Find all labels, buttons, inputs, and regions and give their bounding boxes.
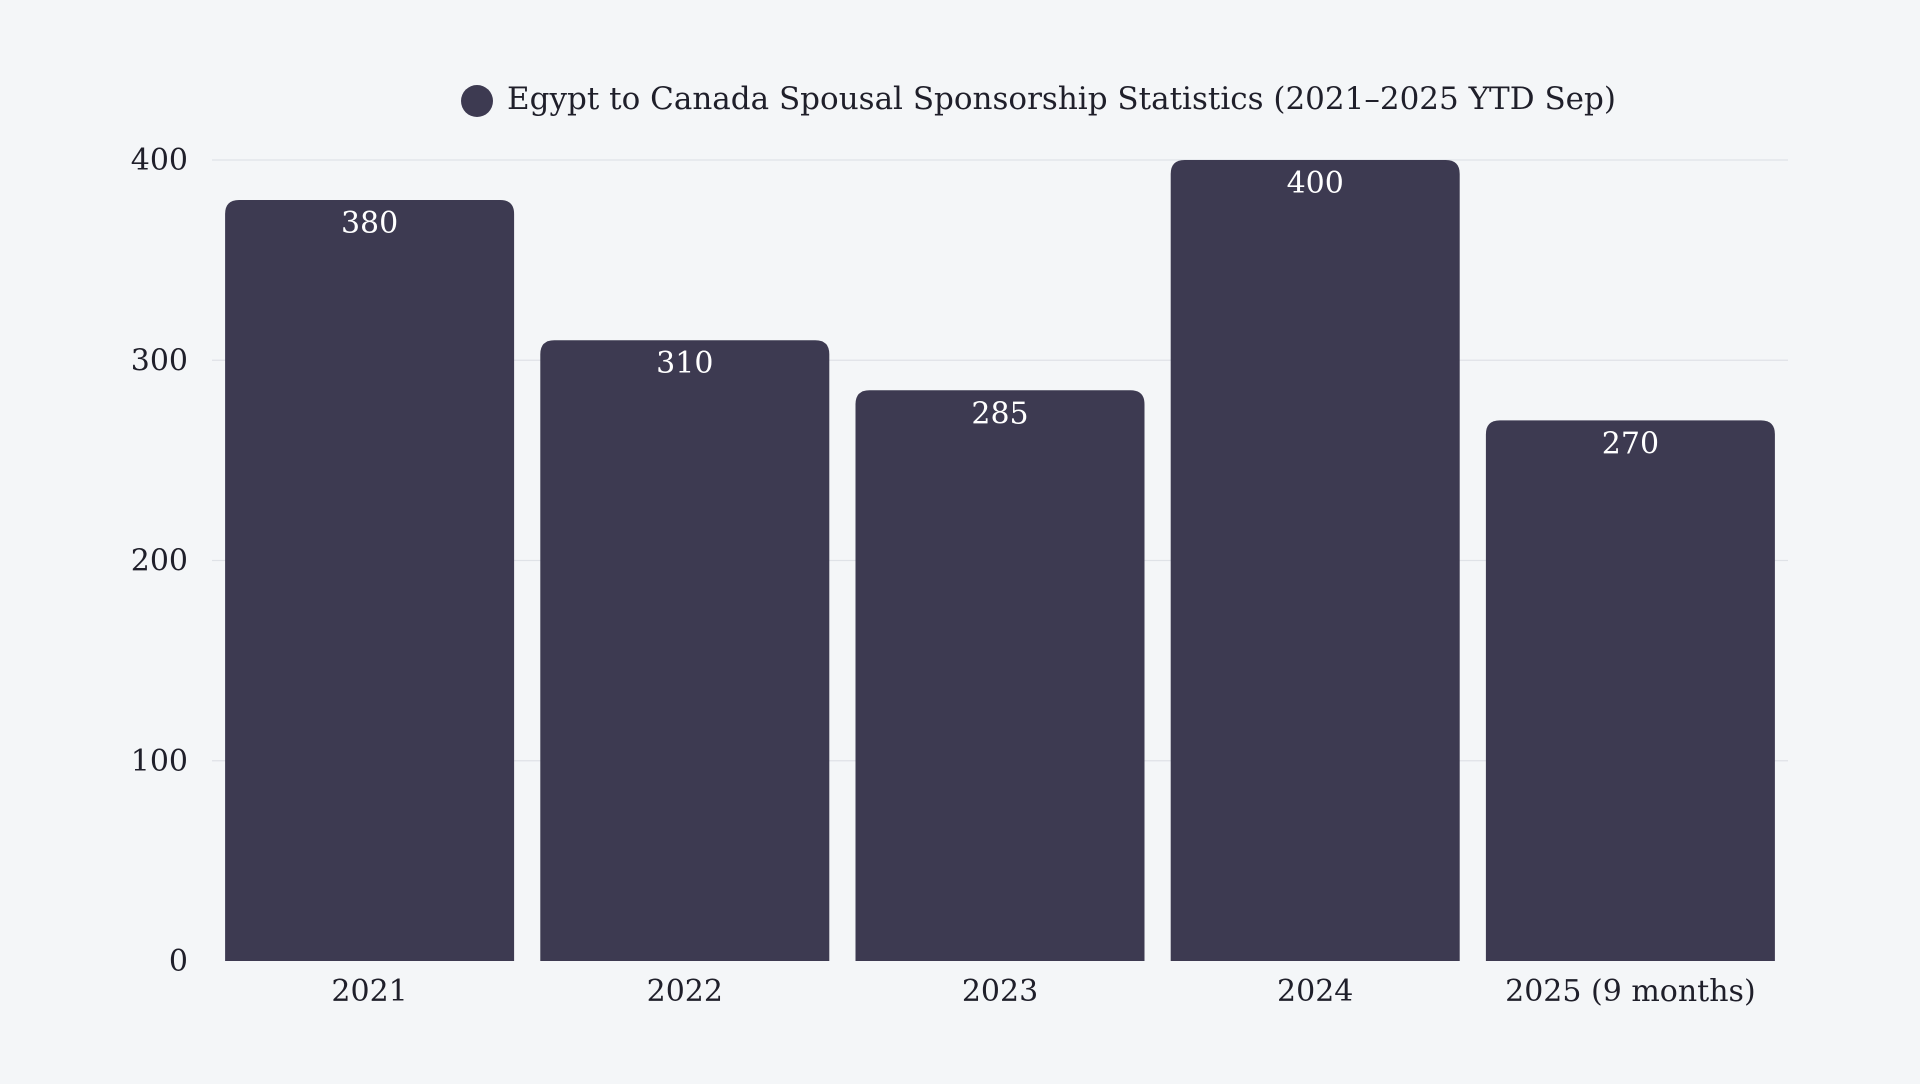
x-category-label: 2023: [962, 974, 1038, 1009]
bar-value-label: 400: [1287, 166, 1344, 201]
legend-swatch: [461, 85, 493, 117]
x-category-label: 2022: [647, 974, 723, 1009]
bars: 380 310 285 400 270: [225, 160, 1775, 962]
bar-value-label: 285: [971, 396, 1028, 431]
y-tick-label: 300: [131, 343, 188, 378]
x-category-label: 2025 (9 months): [1505, 974, 1756, 1009]
bar-2021: [225, 200, 515, 962]
x-category-label: 2021: [331, 974, 407, 1009]
legend-label: Egypt to Canada Spousal Sponsorship Stat…: [507, 81, 1616, 117]
bar-value-label: 380: [341, 206, 398, 241]
x-axis-categories: 2021 2022 2023 2024 2025 (9 months): [331, 974, 1755, 1009]
bar-value-label: 270: [1602, 426, 1659, 461]
y-tick-label: 0: [169, 944, 188, 979]
y-tick-label: 200: [131, 544, 188, 579]
bar-2022: [540, 340, 830, 962]
y-axis-ticks: 0 100 200 300 400: [131, 143, 188, 979]
y-tick-label: 400: [131, 143, 188, 178]
bar-2023: [855, 390, 1145, 962]
y-tick-label: 100: [131, 744, 188, 779]
bar-value-label: 310: [656, 346, 713, 381]
legend: Egypt to Canada Spousal Sponsorship Stat…: [461, 81, 1616, 117]
bar-2025 (9 months): [1485, 420, 1775, 961]
bar-2024: [1170, 160, 1460, 961]
x-category-label: 2024: [1277, 974, 1353, 1009]
